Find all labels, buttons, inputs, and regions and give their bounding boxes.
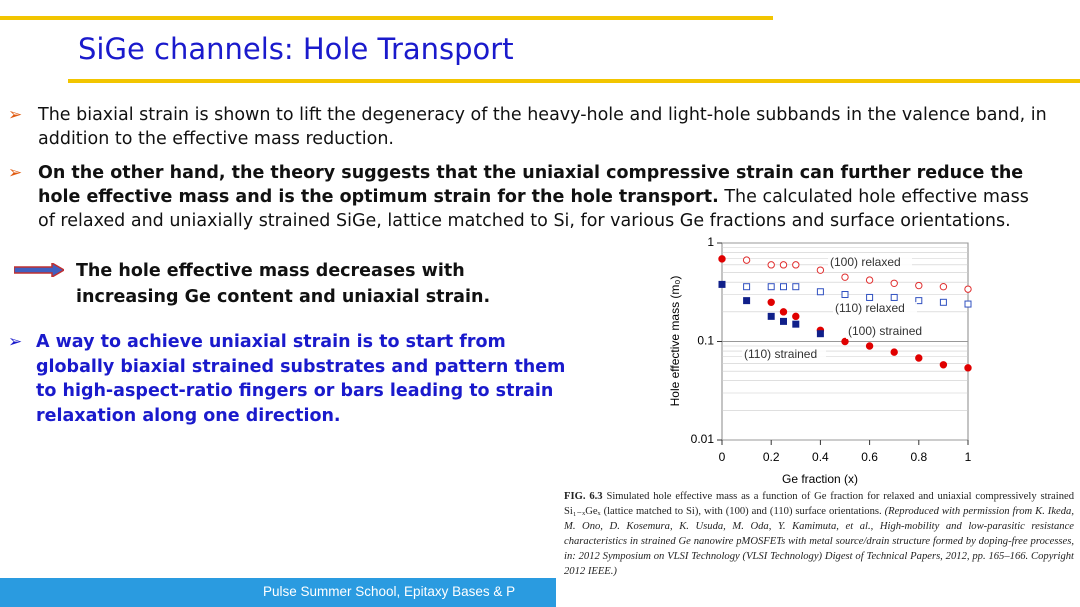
y-tick-label: 0.1 <box>697 334 714 348</box>
data-point <box>915 281 923 290</box>
title-rule <box>68 79 1080 83</box>
bullet-arrow: ➢ <box>8 332 23 352</box>
footer-bar <box>0 578 556 607</box>
data-point <box>865 276 874 284</box>
bullet-text: The calculated hole effective mass of re… <box>38 187 1029 231</box>
data-point <box>816 288 824 296</box>
series-label: (100) relaxed <box>830 255 901 269</box>
data-point <box>890 348 898 356</box>
data-point <box>780 317 787 325</box>
x-tick-label: 0.4 <box>812 450 829 464</box>
data-point <box>792 261 800 269</box>
bullet: ➢ The biaxial strain is shown to lift th… <box>8 103 1048 151</box>
conclusion: The hole effective mass decreases with i… <box>76 261 491 307</box>
x-tick-label: 0.2 <box>763 450 780 464</box>
data-point <box>939 298 947 306</box>
data-point <box>792 283 800 291</box>
slide-title: SiGe channels: Hole Transport <box>78 32 514 66</box>
footer-text: Pulse Summer School, Epitaxy Bases & P <box>263 584 516 599</box>
caption-credit: (Reproduced with permission from K. Iked… <box>564 506 1074 577</box>
arrow-shape <box>13 261 66 279</box>
arrow-svg <box>13 261 66 279</box>
data-point <box>792 312 800 321</box>
data-point <box>890 293 898 301</box>
data-point <box>743 283 751 291</box>
y-tick-label: 1 <box>707 235 714 249</box>
y-tick-label: 0.01 <box>691 432 715 446</box>
bullet-arrow: ➢ <box>8 105 23 125</box>
data-point <box>890 279 898 287</box>
data-point <box>767 312 775 320</box>
chart: Ge fraction (x) Hole effective mass (m₀)… <box>668 235 972 486</box>
series-label: (110) relaxed <box>835 301 905 315</box>
series-label-bg <box>828 256 912 270</box>
series-label: (110) strained <box>744 347 817 361</box>
data-point <box>767 298 775 307</box>
data-point <box>767 283 775 291</box>
top-rule <box>0 16 773 20</box>
data-point <box>964 300 972 308</box>
data-point <box>866 293 874 301</box>
data-point <box>816 330 824 338</box>
data-point <box>779 261 788 269</box>
data-point <box>718 255 726 263</box>
series-label-bg <box>742 348 826 362</box>
y-axis-label: Hole effective mass (m₀) <box>668 276 682 407</box>
data-point <box>939 283 948 291</box>
x-axis-label: Ge fraction (x) <box>782 472 858 486</box>
series-label-bg <box>846 325 930 339</box>
data-point <box>779 308 788 316</box>
bullet-text: A way to achieve uniaxial strain is to s… <box>36 332 566 426</box>
bullet-bold: On the other hand, the theory suggests t… <box>38 163 1024 207</box>
data-point <box>865 342 874 350</box>
caption-label: FIG. 6.3 <box>564 491 603 502</box>
data-point <box>964 364 972 372</box>
data-point <box>841 273 849 281</box>
data-point <box>915 354 923 362</box>
data-point <box>964 285 972 293</box>
data-point <box>718 280 726 288</box>
x-tick-label: 1 <box>965 450 972 464</box>
data-point <box>841 337 849 346</box>
caption-text: Simulated hole effective mass as a funct… <box>564 491 1075 517</box>
x-tick-label: 0.6 <box>861 450 878 464</box>
bullet: ➢ On the other hand, the theory suggests… <box>8 161 1048 233</box>
bullet: ➢ A way to achieve uniaxial strain is to… <box>8 330 566 428</box>
data-point <box>742 256 751 264</box>
data-point <box>743 297 751 305</box>
data-point <box>792 320 800 328</box>
arrow-icon <box>13 261 66 279</box>
data-point <box>841 291 849 299</box>
data-point <box>780 283 787 291</box>
data-point <box>767 261 775 269</box>
data-point <box>816 266 825 274</box>
x-tick-label: 0.8 <box>910 450 927 464</box>
series-label: (100) strained <box>848 324 922 338</box>
series-label-bg <box>833 302 917 316</box>
bullet-arrow: ➢ <box>8 163 23 183</box>
figure-caption: FIG. 6.3 Simulated hole effective mass a… <box>556 489 1074 607</box>
data-point <box>915 297 923 305</box>
data-point <box>939 361 948 369</box>
bullet-text: The biaxial strain is shown to lift the … <box>38 105 1047 149</box>
x-tick-label: 0 <box>719 450 726 464</box>
